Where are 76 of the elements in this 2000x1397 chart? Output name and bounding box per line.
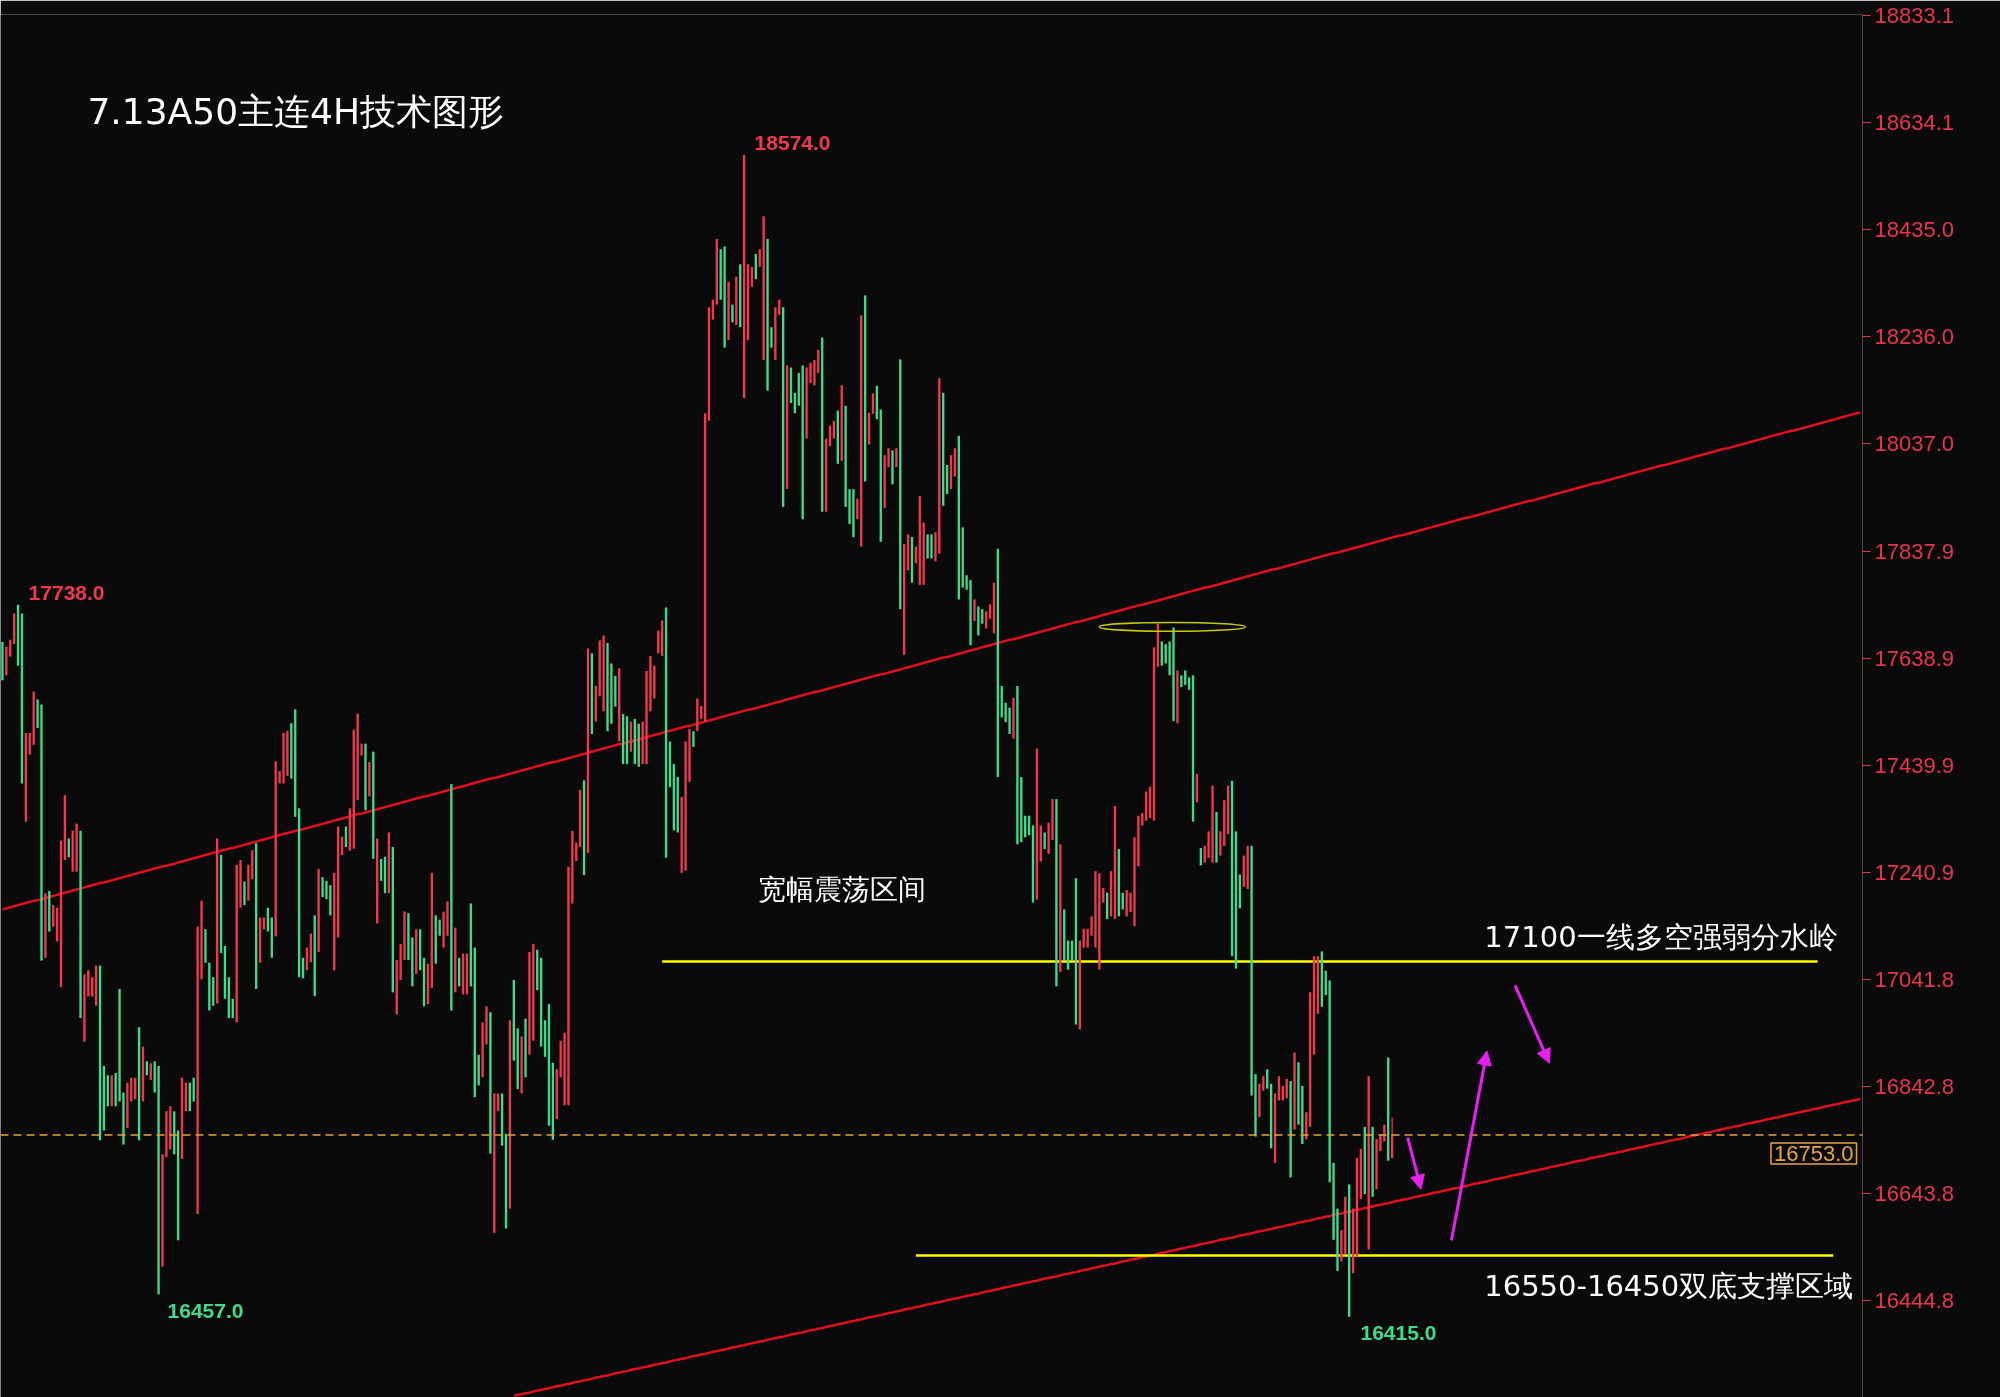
- candlestick: [126, 1082, 129, 1128]
- candlestick: [1293, 1052, 1296, 1130]
- y-tick-label: 18435.0: [1874, 217, 1955, 243]
- candlestick: [766, 238, 769, 391]
- candlestick: [731, 304, 734, 323]
- y-tick-label: 18037.0: [1874, 431, 1955, 457]
- candlestick: [891, 450, 894, 485]
- candlestick: [79, 830, 82, 1019]
- candlestick: [321, 877, 324, 898]
- y-tick-label: 16643.8: [1874, 1181, 1955, 1207]
- candlestick: [208, 962, 211, 1011]
- y-tick-label: 17041.8: [1874, 966, 1955, 992]
- candlestick: [1, 641, 4, 681]
- candlestick: [692, 731, 695, 747]
- series-label: 16550-16450双底支撑区域: [1484, 1269, 1854, 1304]
- candlestick: [973, 599, 976, 621]
- candlestick: [329, 885, 332, 916]
- annotation: 18574.0: [754, 131, 831, 155]
- candlestick: [489, 1012, 492, 1154]
- candlestick: [75, 823, 78, 872]
- annotation: 17738.0: [28, 580, 105, 604]
- candlestick: [368, 761, 371, 797]
- candlestick: [204, 929, 207, 963]
- candlestick: [235, 864, 238, 1023]
- candlestick: [1016, 686, 1019, 845]
- line-series: [1, 411, 1862, 911]
- y-tick-label: 17638.9: [1874, 645, 1955, 671]
- candlestick: [1187, 677, 1191, 690]
- candlestick: [243, 881, 246, 906]
- candlestick: [83, 974, 86, 1042]
- candlestick: [364, 743, 367, 811]
- y-tick-label: 17439.9: [1874, 752, 1955, 778]
- candlestick: [1172, 627, 1175, 722]
- y-tick-label: 18833.1: [1874, 3, 1955, 29]
- candlestick: [602, 635, 605, 712]
- candlestick: [1055, 799, 1058, 987]
- y-tick-label: 16444.8: [1874, 1288, 1955, 1314]
- candlestick: [44, 893, 47, 958]
- candlestick: [1375, 1139, 1378, 1190]
- y-tick-label: 16842.8: [1874, 1074, 1955, 1100]
- candlestick: [317, 869, 320, 952]
- candlestick: [723, 246, 726, 348]
- candlestick: [895, 448, 898, 468]
- candlestick: [282, 732, 285, 784]
- y-tick-label: 18236.0: [1874, 324, 1955, 350]
- y-tick-label: 18634.1: [1874, 110, 1955, 136]
- y-tick-label: 17240.9: [1874, 859, 1955, 885]
- candlestick: [1008, 707, 1011, 734]
- annotation: 16415.0: [1360, 1321, 1437, 1345]
- candlestick: [930, 534, 933, 559]
- candlestick: [520, 1036, 523, 1094]
- candlestick: [606, 643, 609, 732]
- candlestick: [1289, 1081, 1292, 1178]
- candlestick: [1012, 697, 1015, 739]
- series-label: 17100一线多空强弱分水岭: [1484, 919, 1838, 954]
- candlestick: [524, 1018, 527, 1078]
- candlestick: [1211, 785, 1214, 863]
- annotation: 16457.0: [167, 1299, 244, 1323]
- candlestick: [1098, 873, 1101, 970]
- candlestick: [805, 367, 808, 439]
- candlestick: [727, 281, 730, 341]
- candlestick: [40, 704, 43, 961]
- candlestick: [984, 611, 988, 629]
- candlestick: [450, 784, 453, 1011]
- candlestick: [1371, 1126, 1374, 1197]
- candlestick: [926, 534, 929, 559]
- ref-line-label: 16753.0: [1773, 1140, 1854, 1166]
- candlestick: [977, 606, 980, 636]
- candlestick: [852, 489, 855, 538]
- candlestick: [762, 216, 765, 360]
- annotation: 宽幅震荡区间: [758, 873, 927, 907]
- candlestick: [1215, 812, 1218, 863]
- y-tick-label: 17837.9: [1874, 538, 1955, 564]
- text: 7.13A50主连4H技术图形: [87, 90, 505, 132]
- candlestick: [1176, 670, 1179, 724]
- line-series: [512, 1097, 1862, 1397]
